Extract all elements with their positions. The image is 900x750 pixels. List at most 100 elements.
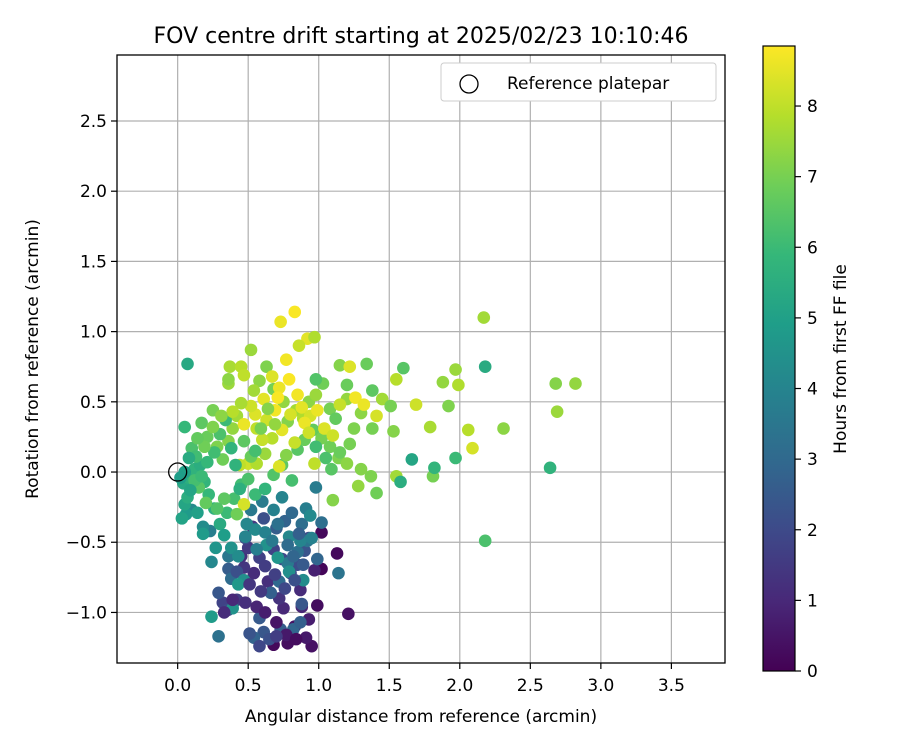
- x-tick-label: 1.0: [305, 676, 332, 696]
- data-point: [254, 585, 268, 598]
- data-point: [265, 370, 279, 383]
- data-point: [308, 330, 321, 344]
- data-point: [274, 315, 287, 329]
- data-point: [285, 474, 299, 487]
- data-point: [360, 357, 373, 371]
- data-point: [311, 552, 324, 566]
- legend-label: Reference platepar: [507, 74, 669, 94]
- data-point: [181, 357, 194, 371]
- data-point: [294, 615, 307, 629]
- data-point: [220, 506, 234, 520]
- data-point: [226, 405, 239, 418]
- data-point: [384, 399, 397, 413]
- data-point: [326, 429, 340, 442]
- data-point: [267, 503, 280, 517]
- data-point: [347, 422, 361, 435]
- data-point: [423, 420, 437, 434]
- data-point: [222, 373, 235, 386]
- data-point: [370, 409, 383, 423]
- data-point: [271, 391, 285, 404]
- data-point: [258, 482, 272, 496]
- data-point: [298, 416, 311, 430]
- data-point: [497, 422, 510, 435]
- data-point: [195, 416, 208, 430]
- data-point: [364, 469, 378, 483]
- data-point: [295, 517, 309, 531]
- data-point: [265, 534, 279, 548]
- data-point: [333, 398, 347, 411]
- y-tick-label: 2.0: [80, 182, 107, 202]
- data-point: [277, 601, 290, 615]
- grid: [117, 55, 725, 663]
- y-tick-label: 1.0: [80, 323, 107, 343]
- data-point: [309, 481, 323, 494]
- data-point: [244, 343, 258, 357]
- data-point: [178, 420, 192, 434]
- reference-platepar-marker: [168, 462, 188, 482]
- data-point: [323, 402, 337, 416]
- x-tick-label: 0.0: [164, 676, 191, 696]
- y-tick-label: 0.0: [80, 463, 107, 483]
- data-point: [308, 564, 321, 577]
- data-point: [237, 498, 251, 511]
- data-point: [375, 392, 389, 406]
- data-point: [449, 363, 462, 376]
- data-point: [233, 482, 247, 496]
- y-tick-label: 2.5: [80, 112, 107, 132]
- data-point: [296, 558, 310, 572]
- data-point: [318, 422, 331, 435]
- colorbar-tick-label: 8: [807, 97, 818, 117]
- data-point: [217, 606, 231, 619]
- y-ticks: 2.5 2.0 1.5 1.0 0.5 0.0 −0.5 −1.0: [66, 112, 117, 623]
- data-point: [243, 578, 256, 591]
- data-point: [299, 631, 313, 645]
- data-point: [366, 384, 379, 397]
- data-point: [257, 392, 271, 406]
- data-point: [253, 374, 266, 388]
- data-point: [272, 381, 286, 395]
- data-point: [340, 457, 354, 470]
- data-point: [217, 492, 231, 506]
- colorbar-tick-label: 6: [807, 238, 818, 258]
- data-point: [270, 630, 283, 643]
- data-point: [323, 440, 337, 454]
- data-point: [212, 630, 225, 643]
- x-tick-label: 2.5: [517, 676, 544, 696]
- colorbar-tick-label: 1: [807, 591, 818, 611]
- data-point: [239, 530, 252, 543]
- data-point: [543, 461, 557, 475]
- x-tick-label: 3.0: [587, 676, 614, 696]
- data-point: [279, 628, 293, 642]
- data-point: [229, 458, 242, 472]
- data-point: [239, 596, 252, 609]
- data-point: [191, 506, 204, 520]
- data-point: [212, 586, 225, 600]
- data-point: [330, 547, 344, 560]
- data-point: [271, 517, 285, 531]
- data-point: [253, 639, 266, 653]
- data-point: [315, 516, 328, 529]
- data-point: [258, 606, 272, 619]
- data-point: [284, 408, 297, 421]
- data-point: [258, 559, 272, 573]
- y-tick-label: 0.5: [80, 393, 107, 413]
- colorbar-tick-label: 7: [807, 168, 818, 188]
- data-point: [257, 512, 271, 525]
- data-point: [175, 512, 189, 525]
- data-point: [478, 360, 492, 374]
- data-point: [208, 446, 221, 459]
- data-point: [217, 528, 231, 542]
- data-point: [311, 599, 324, 612]
- y-tick-label: 1.5: [80, 252, 107, 272]
- data-point: [275, 491, 289, 504]
- data-point: [195, 469, 208, 483]
- data-point: [224, 441, 238, 455]
- data-point: [295, 597, 309, 611]
- data-point: [226, 593, 239, 607]
- data-point: [319, 451, 333, 465]
- data-point: [309, 440, 323, 454]
- data-point: [210, 502, 224, 515]
- data-point: [268, 568, 282, 581]
- data-point: [260, 360, 273, 374]
